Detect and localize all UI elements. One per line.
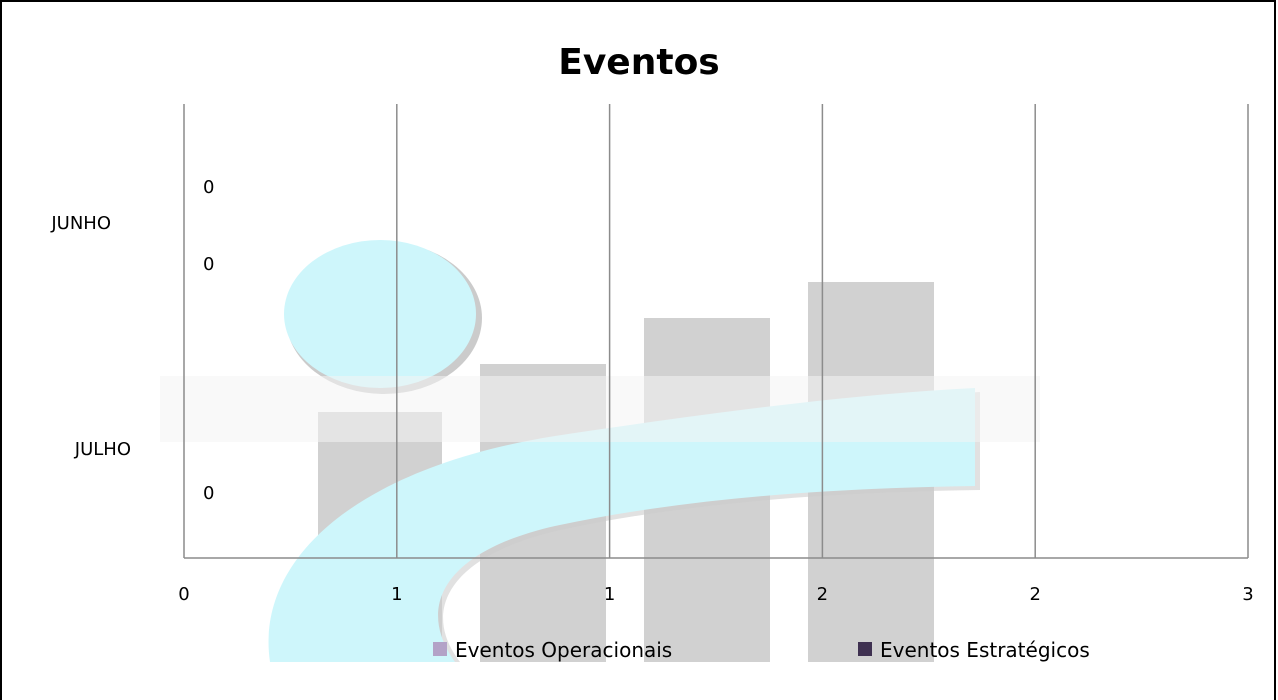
watermark-logo	[160, 240, 1040, 662]
chart-title: Eventos	[558, 42, 719, 83]
x-tick-label: 2	[817, 584, 828, 605]
x-tick-label: 0	[178, 584, 189, 605]
legend-swatch-estrategicos	[858, 642, 872, 656]
chart-canvas: Eventos JUNHO JULHO 0 0 0 0 1 1 2 2 3 Eventos…	[50, 42, 1254, 662]
data-label: 0	[203, 177, 214, 198]
legend-label-operacionais: Eventos Operacionais	[455, 638, 672, 662]
legend-label-estrategicos: Eventos Estratégicos	[880, 638, 1090, 662]
category-label-junho: JUNHO	[50, 213, 111, 234]
x-tick-label: 1	[391, 584, 402, 605]
x-tick-labels: 0 1 1 2 2 3	[178, 584, 1253, 605]
legend-swatch-operacionais	[433, 642, 447, 656]
data-label: 0	[203, 254, 214, 275]
category-label-julho: JULHO	[74, 439, 131, 460]
x-tick-label: 2	[1029, 584, 1040, 605]
x-tick-label: 1	[604, 584, 615, 605]
x-tick-label: 3	[1242, 584, 1253, 605]
legend: Eventos Operacionais Eventos Estratégico…	[433, 638, 1090, 662]
data-label: 0	[203, 483, 214, 504]
gridlines	[183, 104, 1249, 558]
